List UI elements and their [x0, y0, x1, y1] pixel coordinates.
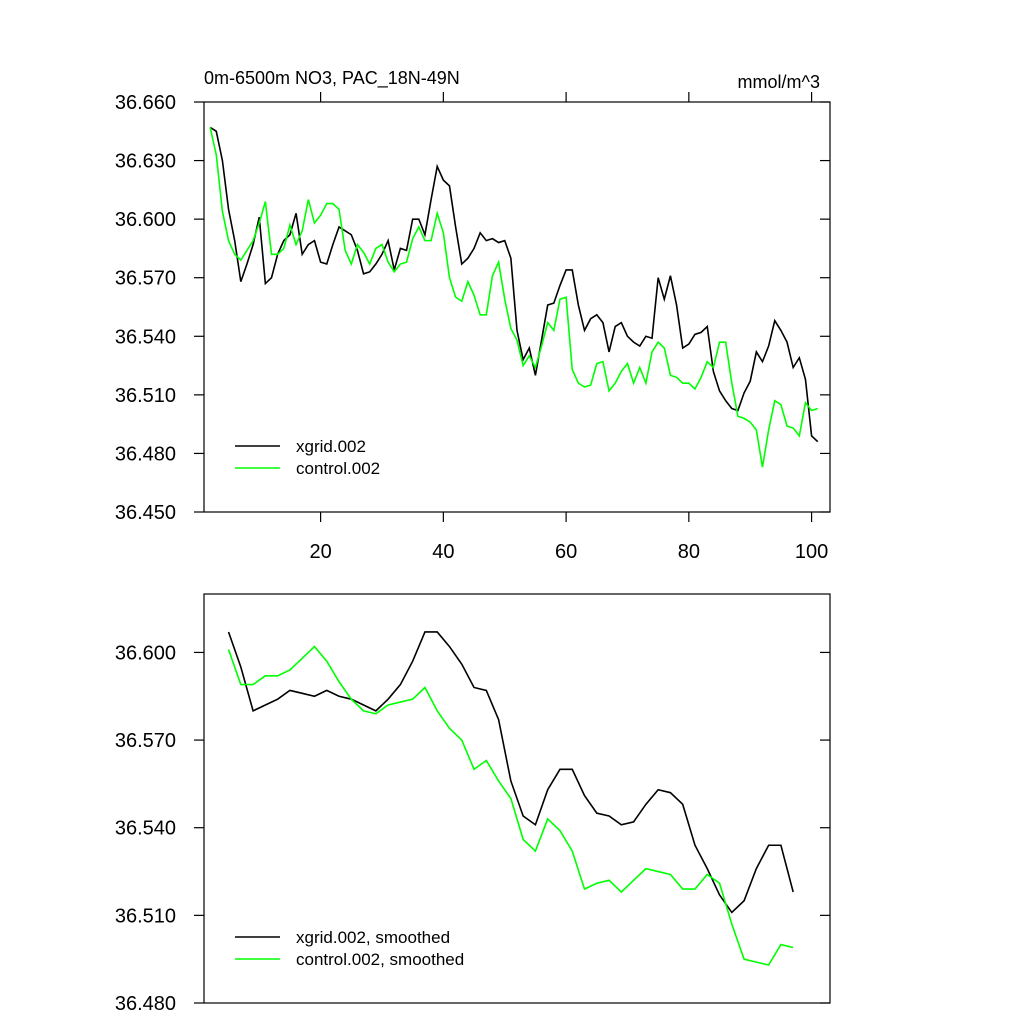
chart-title: 0m-6500m NO3, PAC_18N-49N	[204, 68, 460, 89]
series-line	[227, 631, 794, 914]
y-tick-label: 36.660	[115, 92, 176, 114]
x-tick-label: 60	[555, 541, 577, 563]
y-tick-label: 36.450	[115, 502, 176, 524]
y-tick-label: 36.510	[115, 905, 176, 927]
series-line	[227, 645, 794, 966]
plot-frame	[203, 101, 831, 513]
series-line	[209, 127, 818, 468]
legend-label: xgrid.002	[296, 437, 366, 456]
y-tick-label: 36.630	[115, 151, 176, 173]
plot-frame	[203, 593, 831, 1004]
units-label: mmol/m^3	[738, 72, 820, 92]
y-tick-label: 36.600	[115, 209, 176, 231]
y-tick-label: 36.540	[115, 818, 176, 840]
y-tick-label: 36.480	[115, 443, 176, 465]
x-tick-label: 80	[678, 541, 700, 563]
y-tick-label: 36.600	[115, 642, 176, 664]
x-tick-label: 20	[309, 541, 331, 563]
series-line	[209, 126, 819, 443]
y-tick-label: 36.570	[115, 730, 176, 752]
y-tick-label: 36.570	[115, 268, 176, 290]
y-tick-label: 36.480	[115, 993, 176, 1015]
legend-label: xgrid.002, smoothed	[296, 928, 450, 947]
legend-label: control.002	[296, 459, 380, 478]
y-tick-label: 36.540	[115, 326, 176, 348]
y-tick-label: 36.510	[115, 385, 176, 407]
x-tick-label: 40	[432, 541, 454, 563]
legend-label: control.002, smoothed	[296, 950, 464, 969]
x-tick-label: 100	[795, 541, 828, 563]
